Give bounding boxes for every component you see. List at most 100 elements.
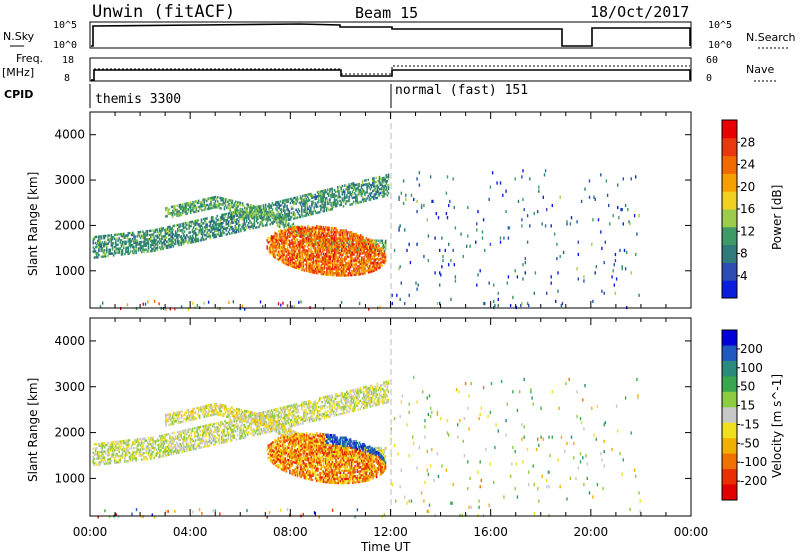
data-cell bbox=[324, 197, 327, 200]
data-cell bbox=[359, 262, 362, 266]
data-cell bbox=[196, 303, 199, 307]
data-cell bbox=[309, 258, 311, 261]
data-cell bbox=[281, 236, 283, 239]
data-cell bbox=[364, 197, 366, 201]
data-cell bbox=[341, 253, 344, 257]
data-cell bbox=[111, 447, 114, 450]
data-cell bbox=[292, 243, 294, 246]
data-cell bbox=[120, 454, 123, 457]
data-cell bbox=[304, 257, 307, 260]
data-cell bbox=[350, 273, 353, 277]
data-cell bbox=[163, 241, 166, 244]
data-cell bbox=[186, 202, 189, 205]
data-cell bbox=[371, 257, 373, 261]
data-cell bbox=[362, 252, 364, 255]
data-cell bbox=[318, 227, 320, 230]
data-cell bbox=[139, 247, 142, 250]
data-cell bbox=[212, 206, 215, 209]
data-cell bbox=[286, 212, 288, 216]
data-cell bbox=[448, 263, 450, 267]
data-cell bbox=[319, 192, 321, 195]
data-cell bbox=[100, 237, 102, 240]
data-cell bbox=[349, 237, 352, 240]
data-cell bbox=[193, 441, 196, 444]
data-cell bbox=[124, 454, 126, 457]
data-cell bbox=[353, 251, 355, 254]
data-cell bbox=[155, 439, 158, 443]
data-cell bbox=[303, 252, 306, 256]
data-cell bbox=[311, 204, 313, 208]
data-cell bbox=[317, 247, 319, 250]
data-cell bbox=[370, 248, 372, 251]
data-cell bbox=[281, 232, 283, 235]
data-cell bbox=[228, 224, 231, 227]
data-cell bbox=[115, 461, 117, 464]
data-cell bbox=[348, 187, 350, 190]
data-cell bbox=[293, 243, 296, 246]
data-cell bbox=[159, 451, 161, 454]
data-cell bbox=[122, 441, 125, 445]
data-cell bbox=[267, 237, 270, 240]
data-cell bbox=[187, 428, 189, 431]
data-cell bbox=[340, 245, 343, 249]
data-cell bbox=[290, 211, 293, 215]
data-cell bbox=[374, 239, 377, 242]
data-cell bbox=[302, 238, 305, 241]
data-cell bbox=[191, 236, 194, 240]
data-cell bbox=[304, 251, 307, 254]
data-cell bbox=[207, 197, 210, 200]
data-cell bbox=[128, 240, 131, 243]
data-cell bbox=[225, 438, 228, 441]
data-cell bbox=[347, 189, 349, 193]
data-cell bbox=[257, 208, 260, 211]
data-cell bbox=[312, 228, 315, 231]
data-cell bbox=[347, 247, 350, 250]
data-cell bbox=[382, 249, 385, 252]
data-cell bbox=[366, 189, 368, 192]
data-cell bbox=[343, 257, 345, 261]
data-cell bbox=[353, 263, 355, 266]
data-cell bbox=[144, 236, 146, 239]
data-cell bbox=[177, 234, 179, 237]
data-cell bbox=[295, 238, 298, 241]
data-cell bbox=[365, 191, 367, 194]
data-cell bbox=[382, 195, 384, 198]
data-cell bbox=[379, 264, 381, 267]
data-cell bbox=[636, 232, 638, 236]
data-cell bbox=[364, 245, 367, 248]
data-cell bbox=[369, 194, 372, 197]
data-cell bbox=[305, 214, 308, 217]
data-cell bbox=[204, 445, 206, 448]
data-cell bbox=[376, 265, 379, 268]
data-cell bbox=[284, 229, 286, 232]
data-cell bbox=[322, 193, 324, 197]
data-cell bbox=[275, 219, 278, 223]
data-cell bbox=[246, 211, 248, 214]
data-cell bbox=[294, 248, 297, 251]
data-cell bbox=[183, 448, 186, 451]
data-cell bbox=[323, 207, 326, 211]
data-cell bbox=[172, 452, 175, 455]
data-cell bbox=[603, 291, 605, 295]
data-cell bbox=[334, 261, 336, 265]
data-cell bbox=[255, 220, 258, 223]
data-cell bbox=[387, 175, 390, 178]
data-cell bbox=[361, 256, 363, 259]
data-cell bbox=[208, 432, 211, 435]
data-cell bbox=[163, 440, 166, 443]
data-cell bbox=[273, 247, 275, 250]
data-cell bbox=[179, 235, 181, 238]
data-cell bbox=[381, 177, 383, 180]
data-cell bbox=[214, 443, 216, 446]
data-cell bbox=[198, 446, 200, 450]
data-cell bbox=[228, 419, 231, 422]
data-cell bbox=[635, 252, 637, 257]
data-cell bbox=[166, 451, 169, 455]
data-cell bbox=[325, 254, 327, 258]
data-cell bbox=[231, 217, 233, 221]
data-cell bbox=[355, 273, 357, 276]
data-cell bbox=[349, 272, 352, 275]
data-cell bbox=[218, 429, 221, 433]
data-cell bbox=[118, 459, 120, 462]
data-cell bbox=[246, 224, 249, 227]
